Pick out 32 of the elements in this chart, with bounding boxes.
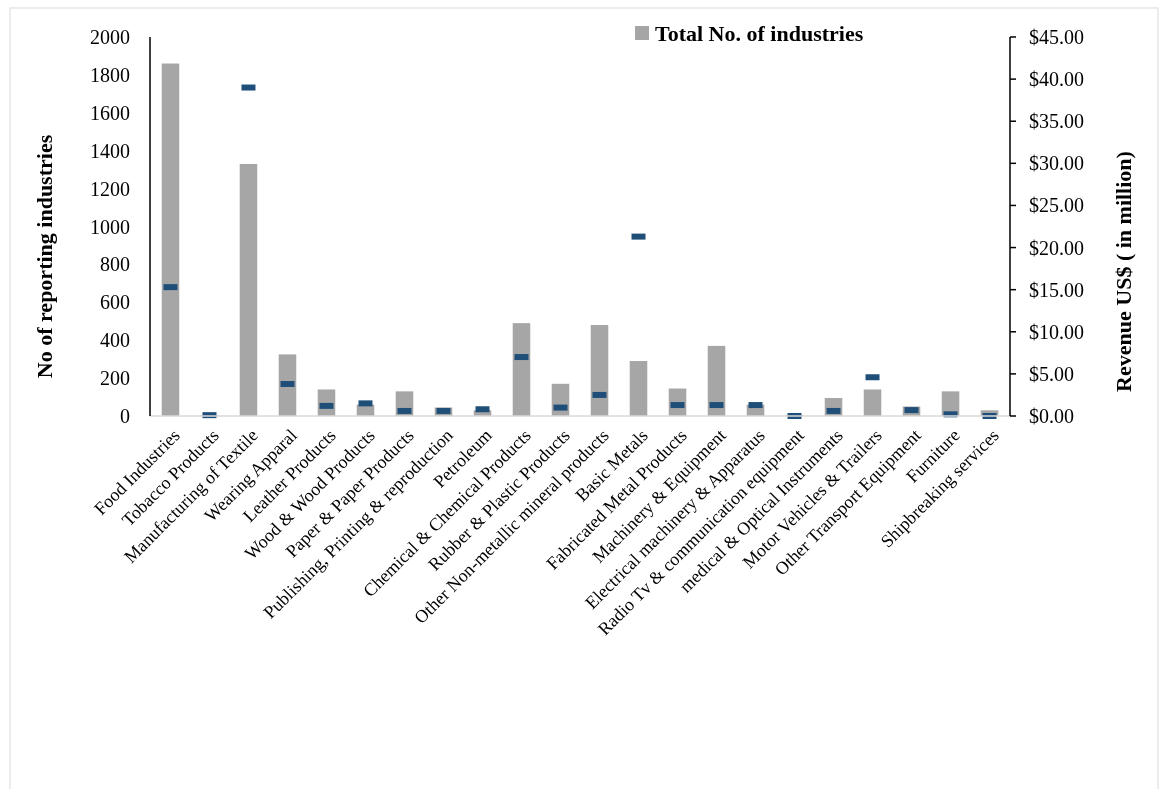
y2-tick-label: $25.00 xyxy=(1029,194,1084,217)
y2-tick-label: $45.00 xyxy=(1029,26,1084,48)
bar xyxy=(512,323,531,416)
y2-tick-label: $35.00 xyxy=(1029,110,1084,133)
y-tick-label: 200 xyxy=(100,367,130,390)
y-axis-title: No of reporting industries xyxy=(32,134,57,379)
y-tick-label: 600 xyxy=(100,291,130,314)
y-tick-label: 800 xyxy=(100,253,130,276)
y2-tick-label: $5.00 xyxy=(1029,362,1074,385)
y2-tick-label: $40.00 xyxy=(1029,68,1084,91)
y2-tick-label: $20.00 xyxy=(1029,236,1084,259)
y2-tick-label: $0.00 xyxy=(1029,405,1074,427)
bar xyxy=(239,163,258,416)
y-tick-label: 400 xyxy=(100,329,130,352)
bar xyxy=(161,63,180,416)
y-tick-label: 1600 xyxy=(90,101,130,124)
legend-label: Total No. of industries xyxy=(655,20,864,46)
bar xyxy=(278,354,297,416)
y2-tick-label: $30.00 xyxy=(1029,152,1084,175)
y-tick-label: 1400 xyxy=(90,139,130,162)
y-tick-label: 1200 xyxy=(90,177,130,200)
bar xyxy=(629,361,648,416)
y2-tick-label: $15.00 xyxy=(1029,278,1084,301)
y-tick-label: 0 xyxy=(120,405,130,427)
bar xyxy=(707,345,726,416)
bar xyxy=(863,389,882,416)
y-tick-label: 1000 xyxy=(90,215,130,238)
y2-tick-label: $10.00 xyxy=(1029,320,1084,343)
y-tick-label: 1800 xyxy=(90,63,130,86)
bar xyxy=(590,325,609,416)
y2-axis-title: Revenue US$ ( in million) xyxy=(1111,151,1136,392)
y-tick-label: 2000 xyxy=(90,26,130,48)
